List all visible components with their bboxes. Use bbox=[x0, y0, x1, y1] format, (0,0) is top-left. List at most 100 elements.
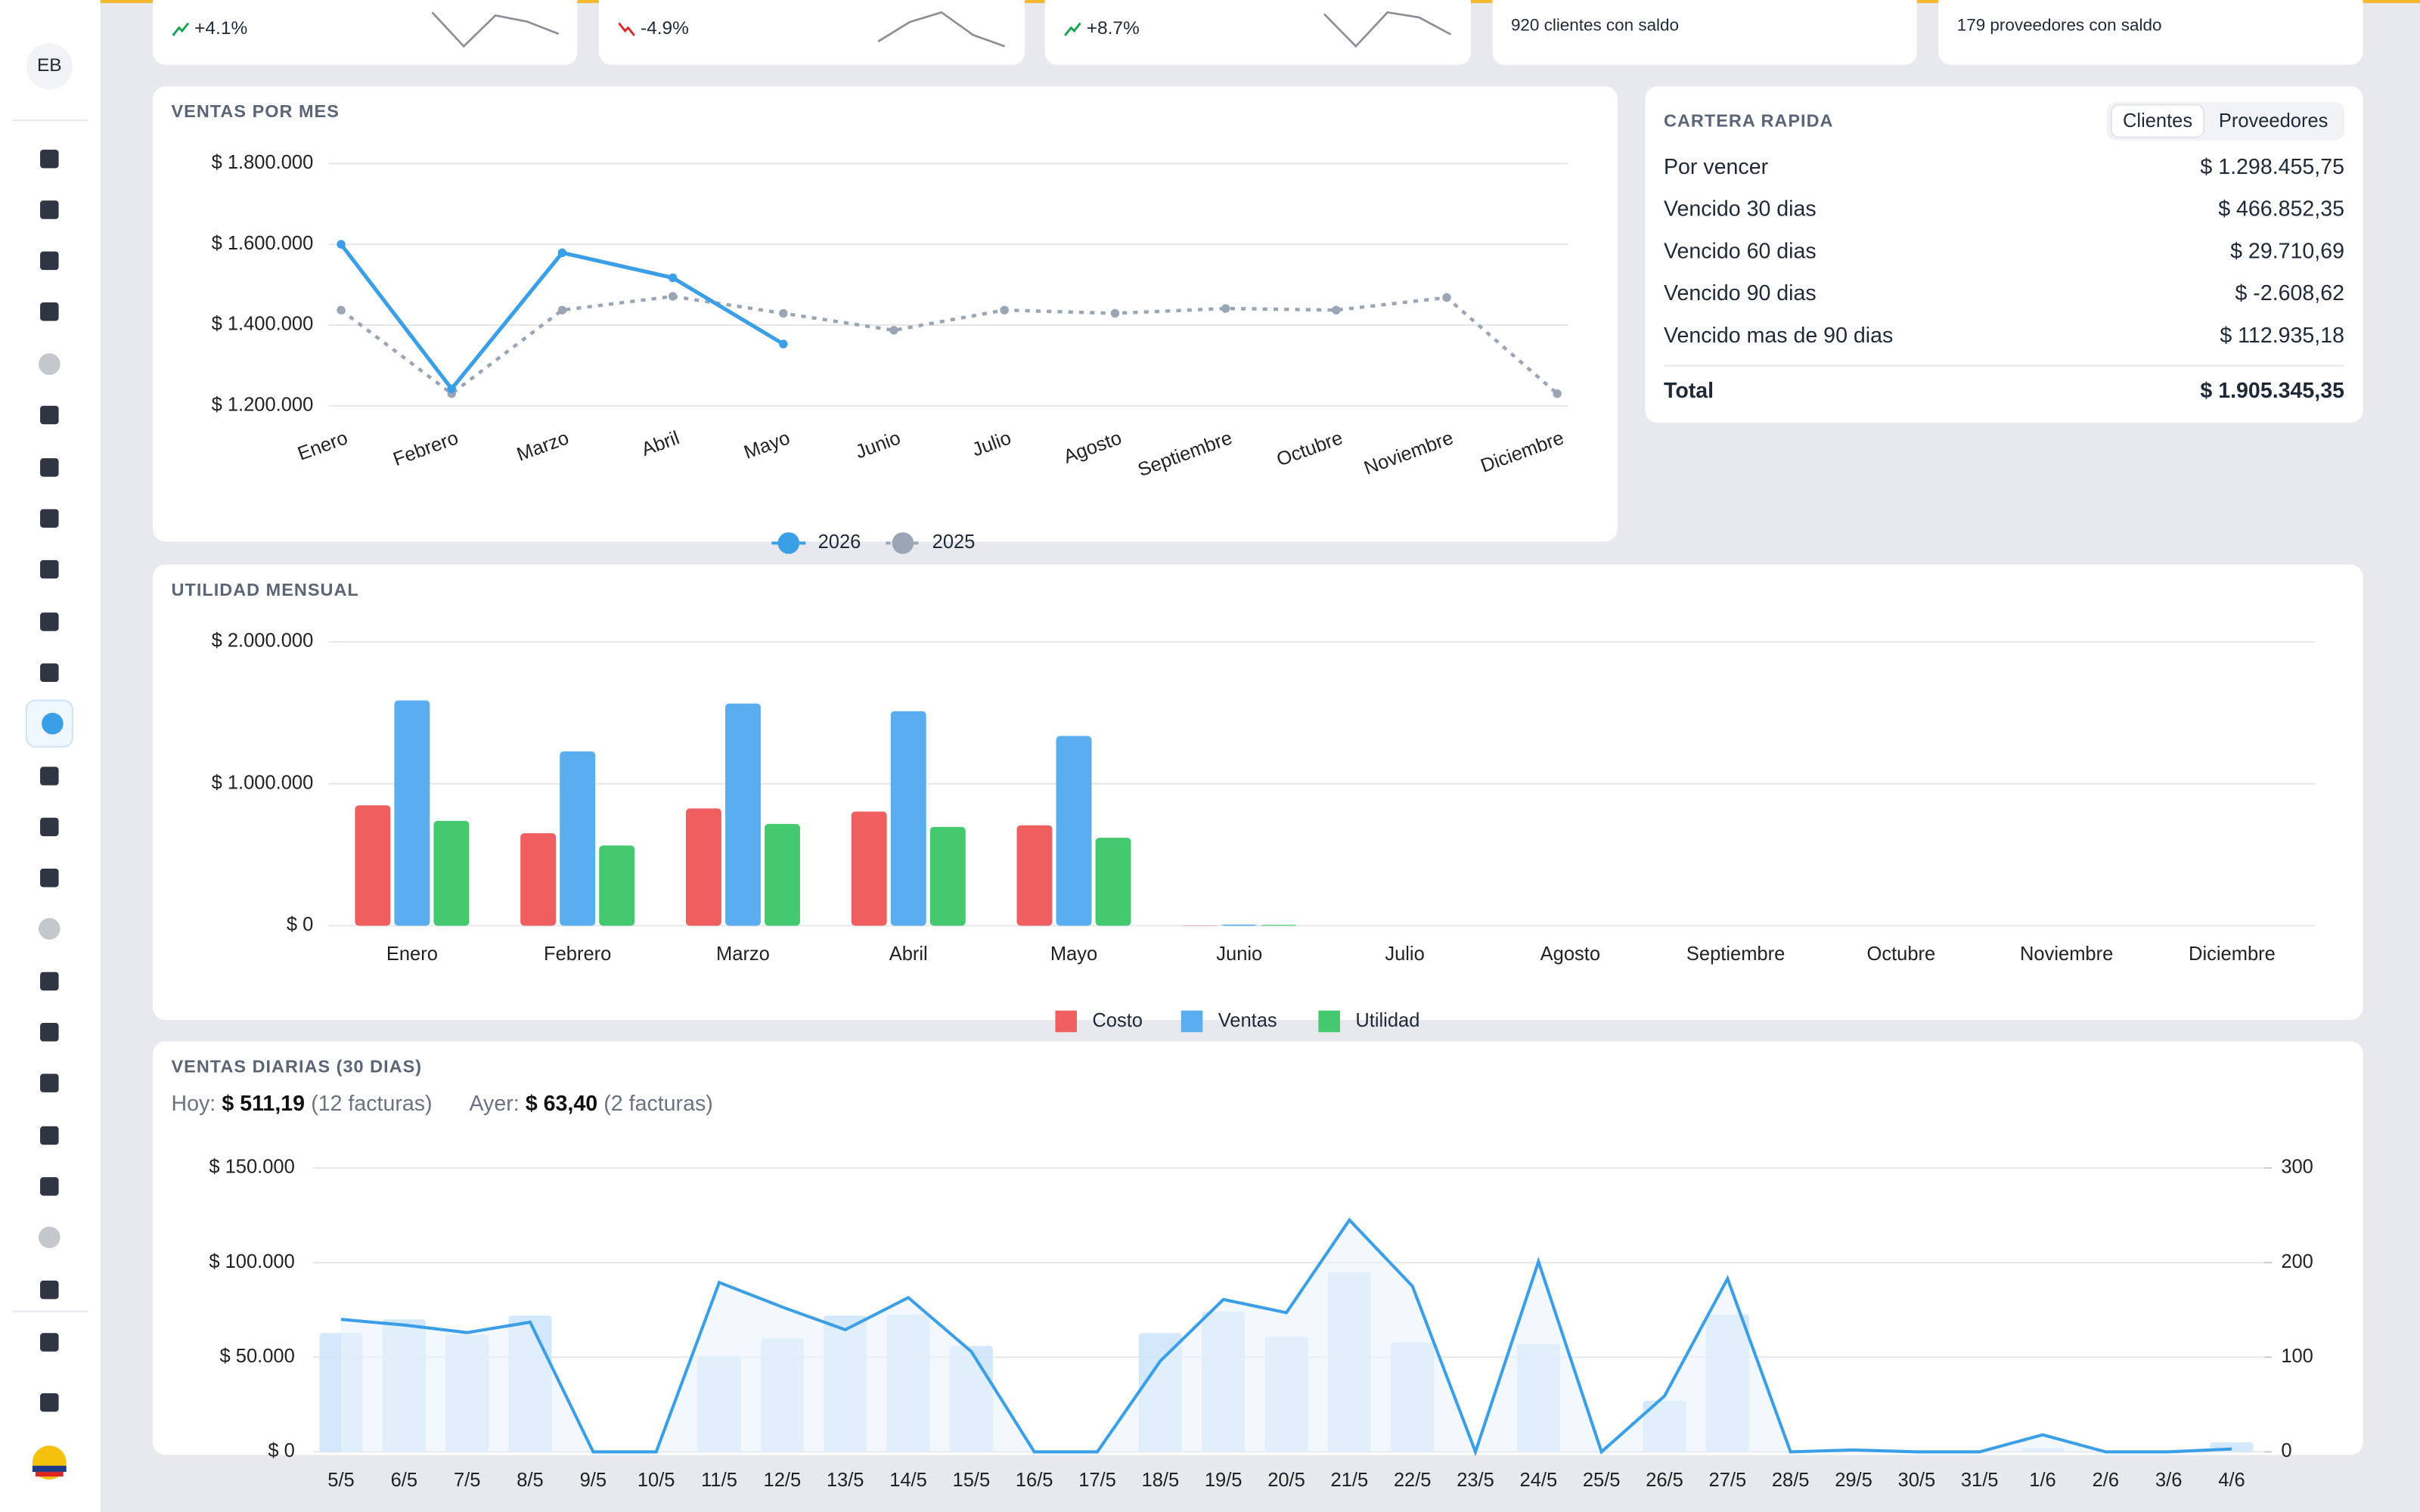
bar bbox=[851, 811, 887, 926]
nav-icon[interactable] bbox=[42, 712, 64, 735]
bar bbox=[685, 808, 721, 926]
avatar-initials: EB bbox=[37, 55, 62, 76]
x-tick-label: 25/5 bbox=[1583, 1470, 1621, 1491]
bar bbox=[560, 751, 596, 926]
x-tick-label: 28/5 bbox=[1772, 1470, 1810, 1491]
legend-marker bbox=[777, 532, 800, 554]
legend-label: Ventas bbox=[1218, 1010, 1277, 1031]
sparkline bbox=[1323, 11, 1451, 48]
x-tick-label: 10/5 bbox=[638, 1470, 675, 1491]
flag-stripe bbox=[35, 1471, 64, 1477]
summary-part: (2 facturas) bbox=[603, 1092, 712, 1116]
trend-icon bbox=[1064, 22, 1081, 36]
point bbox=[889, 326, 898, 335]
legend-label: 2026 bbox=[818, 531, 861, 553]
y2-tick-label: 300 bbox=[2281, 1157, 2313, 1178]
summary-part: (12 facturas) bbox=[311, 1092, 432, 1116]
point bbox=[557, 305, 567, 314]
x-tick-label: Febrero bbox=[544, 943, 611, 965]
cartera-total-label: Total bbox=[1664, 379, 1714, 403]
summary-part: $ 511,19 bbox=[222, 1092, 305, 1116]
y-tick-label: $ 1.600.000 bbox=[212, 233, 314, 254]
nav-icon[interactable] bbox=[40, 817, 59, 837]
x-tick-label: 5/5 bbox=[327, 1470, 354, 1491]
nav-icon[interactable] bbox=[40, 200, 59, 219]
x-tick-label: 16/5 bbox=[1016, 1470, 1053, 1491]
nav-icon[interactable] bbox=[40, 1074, 59, 1092]
y-tick-label: $ 100.000 bbox=[209, 1251, 294, 1272]
x-tick-label: 9/5 bbox=[580, 1470, 607, 1491]
nav-icon[interactable] bbox=[40, 612, 59, 631]
x-tick-label: 15/5 bbox=[953, 1470, 991, 1491]
point bbox=[1000, 305, 1009, 314]
x-tick-label: 12/5 bbox=[764, 1470, 802, 1491]
x-tick-label: 24/5 bbox=[1520, 1470, 1558, 1491]
tab[interactable]: Proveedores bbox=[2219, 110, 2328, 132]
x-tick-label: Junio bbox=[1216, 943, 1262, 965]
nav-icon[interactable] bbox=[40, 458, 59, 477]
nav-icon[interactable] bbox=[39, 353, 60, 375]
tab[interactable]: Clientes bbox=[2123, 110, 2192, 132]
legend-label: 2025 bbox=[932, 531, 976, 553]
x-tick-label: 3/6 bbox=[2155, 1470, 2182, 1491]
nav-icon[interactable] bbox=[40, 1393, 59, 1412]
point bbox=[447, 384, 456, 394]
legend-swatch bbox=[1318, 1010, 1340, 1033]
kpi-card bbox=[153, 0, 578, 65]
nav-icon[interactable] bbox=[40, 1280, 59, 1300]
cartera-label: Por vencer bbox=[1664, 155, 1769, 179]
trend-icon bbox=[618, 22, 635, 36]
nav-icon[interactable] bbox=[40, 663, 59, 683]
nav-icon[interactable] bbox=[40, 971, 59, 991]
nav-icon[interactable] bbox=[40, 1177, 59, 1196]
kpi-card bbox=[1938, 0, 2363, 65]
legend-swatch bbox=[1181, 1010, 1203, 1033]
nav-icon[interactable] bbox=[40, 559, 59, 579]
bar bbox=[765, 823, 800, 926]
x-tick-label: 4/6 bbox=[2218, 1470, 2245, 1491]
x-tick-label: 2/6 bbox=[2093, 1470, 2119, 1491]
point bbox=[779, 308, 788, 318]
nav-icon[interactable] bbox=[40, 767, 59, 785]
cartera-title: CARTERA RAPIDA bbox=[1664, 110, 1834, 130]
tab-active[interactable] bbox=[2110, 104, 2205, 138]
bar bbox=[355, 805, 391, 926]
legend-label: Costo bbox=[1092, 1010, 1143, 1031]
y2-tick-label: 100 bbox=[2281, 1346, 2313, 1367]
x-tick-label: Septiembre bbox=[1686, 943, 1785, 965]
point bbox=[1221, 304, 1230, 313]
legend-label: Utilidad bbox=[1355, 1010, 1419, 1031]
y-tick-label: $ 1.200.000 bbox=[212, 394, 314, 415]
point bbox=[668, 292, 678, 301]
y-tick-label: $ 50.000 bbox=[220, 1346, 295, 1367]
x-tick-label: 17/5 bbox=[1078, 1470, 1116, 1491]
bar bbox=[394, 700, 430, 926]
bar bbox=[599, 845, 635, 926]
x-tick-label: 1/6 bbox=[2029, 1470, 2055, 1491]
nav-icon[interactable] bbox=[40, 509, 59, 528]
summary: Hoy: $ 511,19 (12 facturas) Ayer: $ 63,40 (2 … bbox=[172, 1092, 713, 1116]
nav-icon[interactable] bbox=[40, 149, 59, 169]
nav-icon[interactable] bbox=[40, 1126, 59, 1145]
x-tick-label: 21/5 bbox=[1331, 1470, 1369, 1491]
nav-icon[interactable] bbox=[39, 1226, 60, 1249]
point bbox=[557, 248, 567, 258]
nav-icon[interactable] bbox=[40, 251, 59, 271]
x-tick-label: 22/5 bbox=[1394, 1470, 1432, 1491]
x-tick-label: 7/5 bbox=[454, 1470, 480, 1491]
nav-icon[interactable] bbox=[40, 1333, 59, 1352]
bar bbox=[433, 820, 470, 926]
cartera: Clientes Proveedores Por vencer $ 1.298.455… bbox=[1664, 101, 2344, 403]
nav-icon[interactable] bbox=[40, 302, 59, 321]
x-tick-label: Mayo bbox=[1050, 943, 1097, 965]
x-tick-label: 30/5 bbox=[1898, 1470, 1936, 1491]
nav-icon[interactable] bbox=[40, 1023, 59, 1042]
nav-icon[interactable] bbox=[39, 918, 60, 940]
point bbox=[337, 240, 346, 249]
nav-icon[interactable] bbox=[40, 868, 59, 888]
nav-icon[interactable] bbox=[40, 405, 59, 425]
avatar[interactable] bbox=[26, 43, 73, 90]
card-cartera bbox=[1645, 86, 2363, 423]
cartera-value: $ -2.608,62 bbox=[2235, 281, 2344, 305]
y-tick-label: $ 0 bbox=[268, 1440, 294, 1461]
